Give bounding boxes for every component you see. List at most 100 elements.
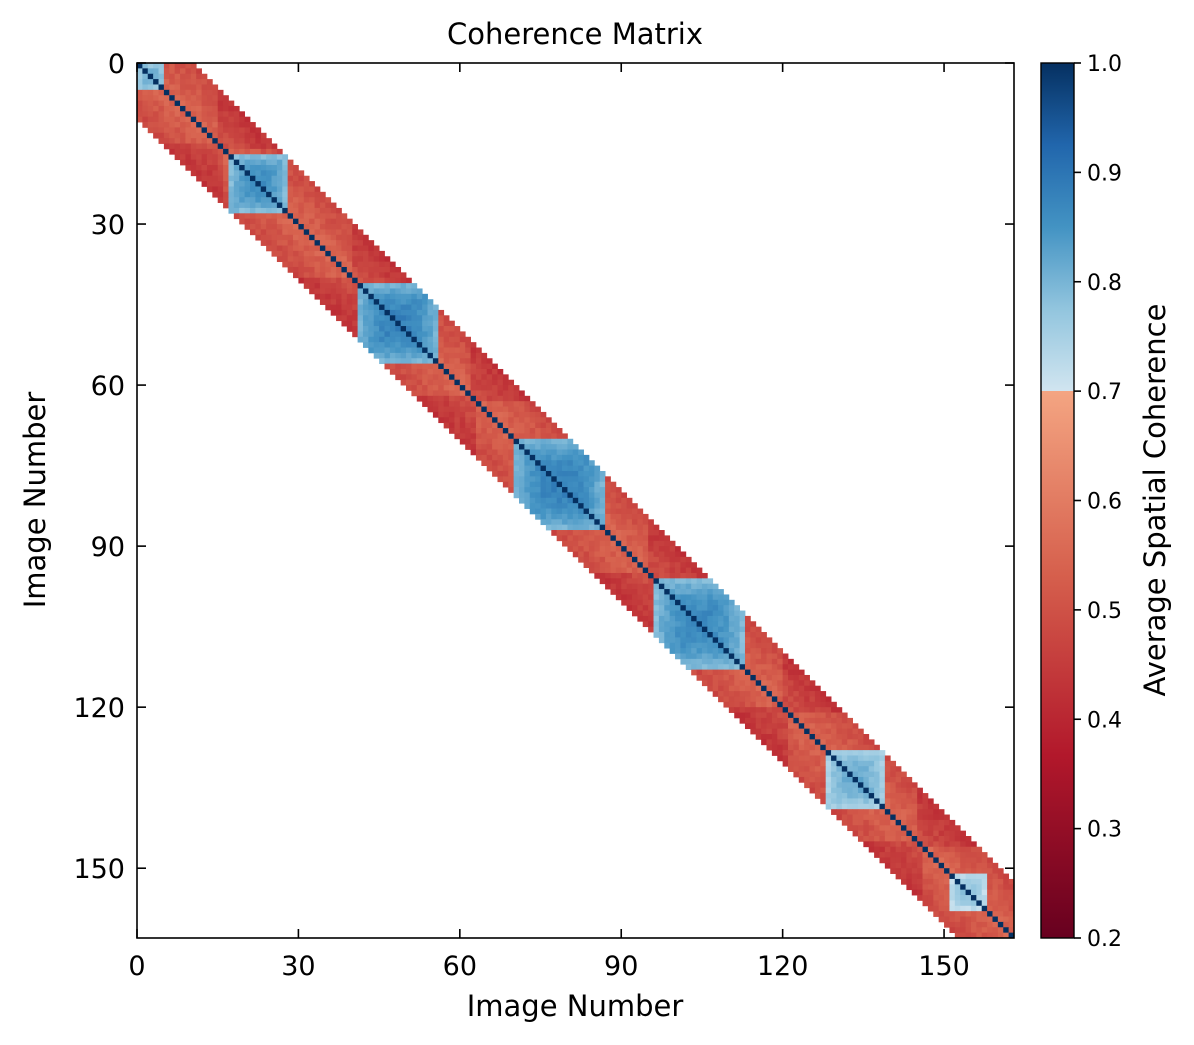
heatmap-cell	[841, 744, 848, 751]
heatmap-cell	[631, 567, 638, 574]
heatmap-cell	[432, 336, 439, 343]
heatmap-cell	[771, 691, 778, 697]
heatmap-cell	[696, 594, 703, 601]
heatmap-cell	[863, 760, 870, 767]
heatmap-cell	[605, 492, 611, 499]
heatmap-cell	[567, 513, 574, 520]
heatmap-cell	[497, 368, 504, 375]
heatmap-cell	[917, 889, 923, 896]
heatmap-cell	[551, 524, 558, 531]
heatmap-cell	[465, 352, 471, 359]
heatmap-cell	[658, 535, 665, 542]
heatmap-cell	[572, 551, 579, 558]
heatmap-cell	[820, 755, 827, 762]
heatmap-cell	[707, 589, 714, 595]
heatmap-cell	[685, 642, 692, 649]
heatmap-cell	[615, 594, 622, 601]
heatmap-cell	[524, 487, 531, 493]
heatmap-cell	[147, 100, 154, 107]
heatmap-cell	[475, 411, 482, 418]
heatmap-cell	[1008, 932, 1015, 939]
heatmap-cell	[944, 878, 950, 885]
heatmap-cell	[545, 428, 552, 434]
heatmap-cell	[814, 707, 821, 713]
heatmap-cell	[540, 417, 547, 424]
heatmap-cell	[325, 245, 332, 252]
heatmap-cell	[535, 481, 541, 488]
heatmap-cell	[502, 470, 509, 477]
heatmap-cell	[276, 181, 283, 187]
heatmap-cell	[588, 551, 595, 558]
heatmap-cell	[712, 610, 719, 617]
heatmap-cell	[938, 862, 945, 869]
heatmap-cell	[508, 470, 515, 477]
heatmap-cell	[223, 132, 229, 139]
heatmap-cell	[572, 476, 579, 483]
heatmap-cell	[519, 422, 525, 429]
heatmap-cell	[529, 433, 536, 440]
heatmap-cell	[465, 347, 471, 354]
heatmap-cell	[346, 250, 353, 257]
heatmap-cell	[341, 293, 348, 300]
heatmap-cell	[793, 771, 800, 778]
heatmap-cell	[788, 755, 794, 762]
heatmap-cell	[965, 911, 972, 917]
heatmap-cell	[728, 669, 735, 676]
heatmap-cell	[831, 793, 837, 799]
heatmap-cell	[406, 288, 412, 295]
heatmap-cell	[217, 89, 224, 96]
heatmap-cell	[508, 465, 515, 472]
heatmap-cell	[249, 229, 256, 236]
heatmap-cell	[384, 266, 391, 273]
heatmap-cell	[820, 717, 827, 724]
heatmap-cell	[583, 454, 590, 461]
heatmap-cell	[744, 669, 751, 676]
heatmap-cell	[244, 175, 251, 182]
colorbar-ticks: 0.20.30.40.50.60.70.80.91.0	[1074, 52, 1122, 952]
heatmap-cell	[233, 197, 240, 203]
heatmap-cell	[696, 637, 703, 644]
heatmap-cell	[841, 809, 848, 815]
heatmap-cell	[346, 256, 353, 263]
heatmap-cell	[449, 374, 455, 381]
heatmap-cell	[965, 857, 972, 864]
heatmap-cell	[809, 691, 816, 697]
heatmap-cell	[631, 530, 638, 536]
heatmap-cell	[578, 476, 584, 483]
heatmap-cell	[739, 712, 746, 719]
heatmap-cell	[777, 653, 784, 660]
heatmap-cell	[174, 154, 181, 161]
heatmap-cell	[901, 819, 907, 826]
heatmap-cell	[917, 846, 923, 853]
heatmap-cell	[917, 884, 923, 891]
heatmap-cell	[954, 841, 961, 848]
heatmap-cell	[771, 674, 778, 681]
heatmap-cell	[911, 889, 918, 896]
heatmap-cell	[572, 481, 579, 488]
heatmap-cell	[562, 470, 568, 477]
heatmap-cell	[481, 379, 488, 386]
heatmap-cell	[970, 932, 977, 939]
heatmap-cell	[196, 73, 202, 80]
heatmap-cell	[406, 331, 412, 338]
heatmap-cell	[486, 395, 493, 402]
heatmap-cell	[626, 567, 633, 574]
heatmap-cell	[739, 648, 746, 654]
heatmap-cell	[777, 707, 784, 713]
heatmap-cell	[685, 653, 692, 660]
heatmap-cell	[432, 368, 439, 375]
heatmap-cell	[336, 250, 342, 257]
heatmap-cell	[325, 234, 332, 241]
heatmap-cell	[572, 524, 579, 531]
heatmap-cell	[249, 170, 256, 177]
heatmap-cell	[798, 696, 805, 703]
heatmap-cell	[788, 717, 794, 724]
heatmap-cell	[938, 868, 945, 874]
heatmap-cell	[217, 122, 224, 128]
heatmap-cell	[330, 266, 337, 273]
heatmap-cell	[540, 519, 547, 526]
heatmap-cell	[271, 154, 278, 161]
heatmap-cell	[863, 771, 870, 778]
heatmap-cell	[535, 422, 541, 429]
heatmap-cell	[519, 417, 525, 424]
